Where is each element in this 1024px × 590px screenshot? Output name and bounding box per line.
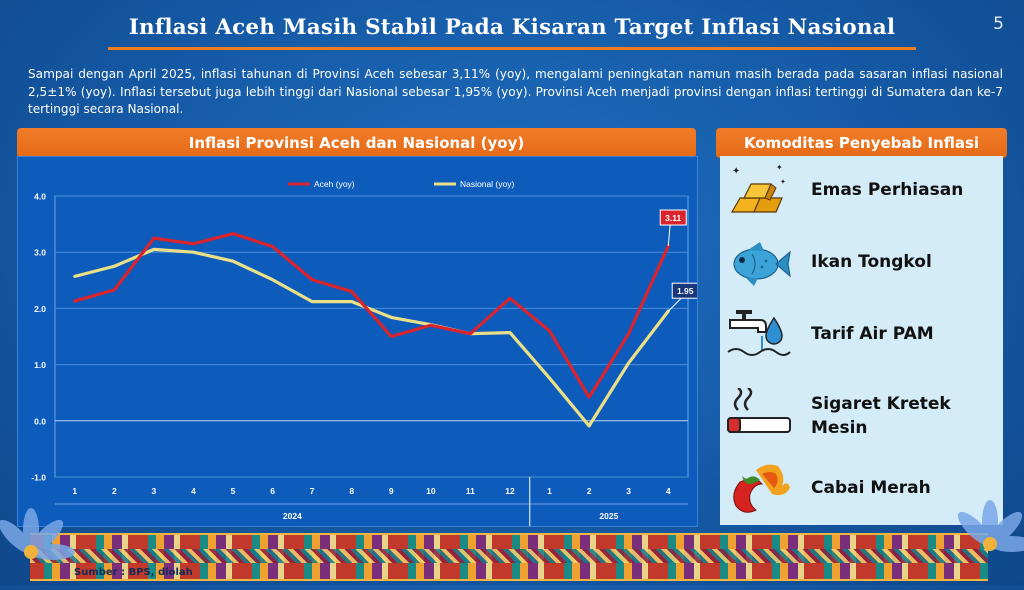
- lotus-ornament-right: [957, 500, 1024, 552]
- x-tick-label: 3: [152, 486, 157, 496]
- commodity-panel-header: Komoditas Penyebab Inflasi: [716, 128, 1007, 158]
- y-tick-label: 2.0: [34, 304, 46, 314]
- svg-text:✦: ✦: [780, 178, 786, 186]
- x-tick-label: 11: [466, 486, 475, 496]
- y-tick-label: -1.0: [31, 473, 46, 483]
- page-number: 5: [993, 14, 1004, 34]
- commodity-item-cigarette: Sigaret Kretek Mesin: [720, 386, 1003, 446]
- x-tick-label: 3: [626, 486, 631, 496]
- commodity-item-gold: ✦ ✦ ✦ Emas Perhiasan: [720, 160, 1003, 220]
- commodity-panel: ✦ ✦ ✦ Emas Perhiasan Ikan Tongkol: [720, 156, 1003, 525]
- cigarette-icon: [727, 388, 791, 433]
- fish-icon: [733, 242, 791, 286]
- x-tick-label: 4: [191, 486, 196, 496]
- chili-icon: [733, 464, 790, 513]
- svg-text:✦: ✦: [732, 166, 740, 177]
- callout-box: [659, 209, 687, 226]
- y-tick-label: 1.0: [34, 360, 46, 370]
- x-tick-label: 12: [505, 486, 515, 496]
- x-tick-label: 10: [426, 486, 436, 496]
- commodity-label: Emas Perhiasan: [811, 180, 964, 200]
- summary-paragraph: Sampai dengan April 2025, inflasi tahuna…: [28, 67, 1003, 116]
- commodity-item-chili: Cabai Merah: [720, 458, 1003, 518]
- inflation-line-chart: 4.03.02.01.00.0-1.01 2 3 4 5 6 7 8 9 10 11 12 1 2 3 420…: [31, 179, 697, 526]
- y-tick-label: 0.0: [34, 416, 46, 426]
- series-line: [73, 232, 670, 399]
- x-tick-label: 2: [112, 486, 117, 496]
- water-tap-icon: [727, 310, 791, 356]
- x-tick-label: 7: [310, 486, 315, 496]
- y-tick-label: 4.0: [34, 192, 46, 202]
- commodity-label: Cabai Merah: [811, 478, 931, 498]
- lotus-ornament-left: [0, 508, 75, 560]
- series-line: [73, 247, 670, 428]
- ornament-band: [30, 533, 988, 581]
- callout-leader: [667, 223, 671, 247]
- legend-label: Nasional (yoy): [460, 179, 514, 189]
- legend-label: Aceh (yoy): [314, 179, 355, 189]
- commodity-label: Tarif Air PAM: [811, 324, 934, 344]
- x-tick-label: 2: [587, 486, 592, 496]
- x-tick-label: 8: [349, 486, 354, 496]
- commodity-item-water: Tarif Air PAM: [720, 304, 1003, 364]
- x-tick-label: 6: [270, 486, 275, 496]
- source-note: Sumber : BPS, diolah: [74, 567, 193, 578]
- callout-leader: [667, 296, 683, 312]
- y-tick-label: 3.0: [34, 248, 46, 258]
- x-tick-label: 9: [389, 486, 394, 496]
- slide-title: Inflasi Aceh Masih Stabil Pada Kisaran T…: [128, 15, 896, 40]
- commodity-item-fish: Ikan Tongkol: [720, 232, 1003, 292]
- callout-box: [671, 282, 697, 299]
- title-underline: [108, 47, 916, 50]
- x-tick-label: 5: [231, 486, 236, 496]
- data-label: 3.11: [665, 213, 681, 223]
- data-label: 1.95: [677, 286, 694, 296]
- chart-panel-header: Inflasi Provinsi Aceh dan Nasional (yoy): [17, 128, 696, 158]
- commodity-label: Ikan Tongkol: [811, 252, 932, 272]
- x-group-label: 2025: [599, 511, 618, 521]
- svg-text:✦: ✦: [776, 163, 783, 172]
- x-tick-label: 1: [72, 486, 77, 496]
- gold-bars-icon: ✦ ✦ ✦: [730, 163, 786, 213]
- x-tick-label: 4: [666, 486, 671, 496]
- x-tick-label: 1: [547, 486, 552, 496]
- chart-panel: 4.0 3.0 2.0 1.0 0.0 -1.0 1 2 3 4 5 6 7 8 9 10 11 12 1 2 3 4 20…: [17, 156, 698, 527]
- commodity-label: Sigaret Kretek Mesin: [811, 394, 951, 438]
- x-group-label: 2024: [283, 511, 302, 521]
- plot-area-border: [54, 195, 689, 478]
